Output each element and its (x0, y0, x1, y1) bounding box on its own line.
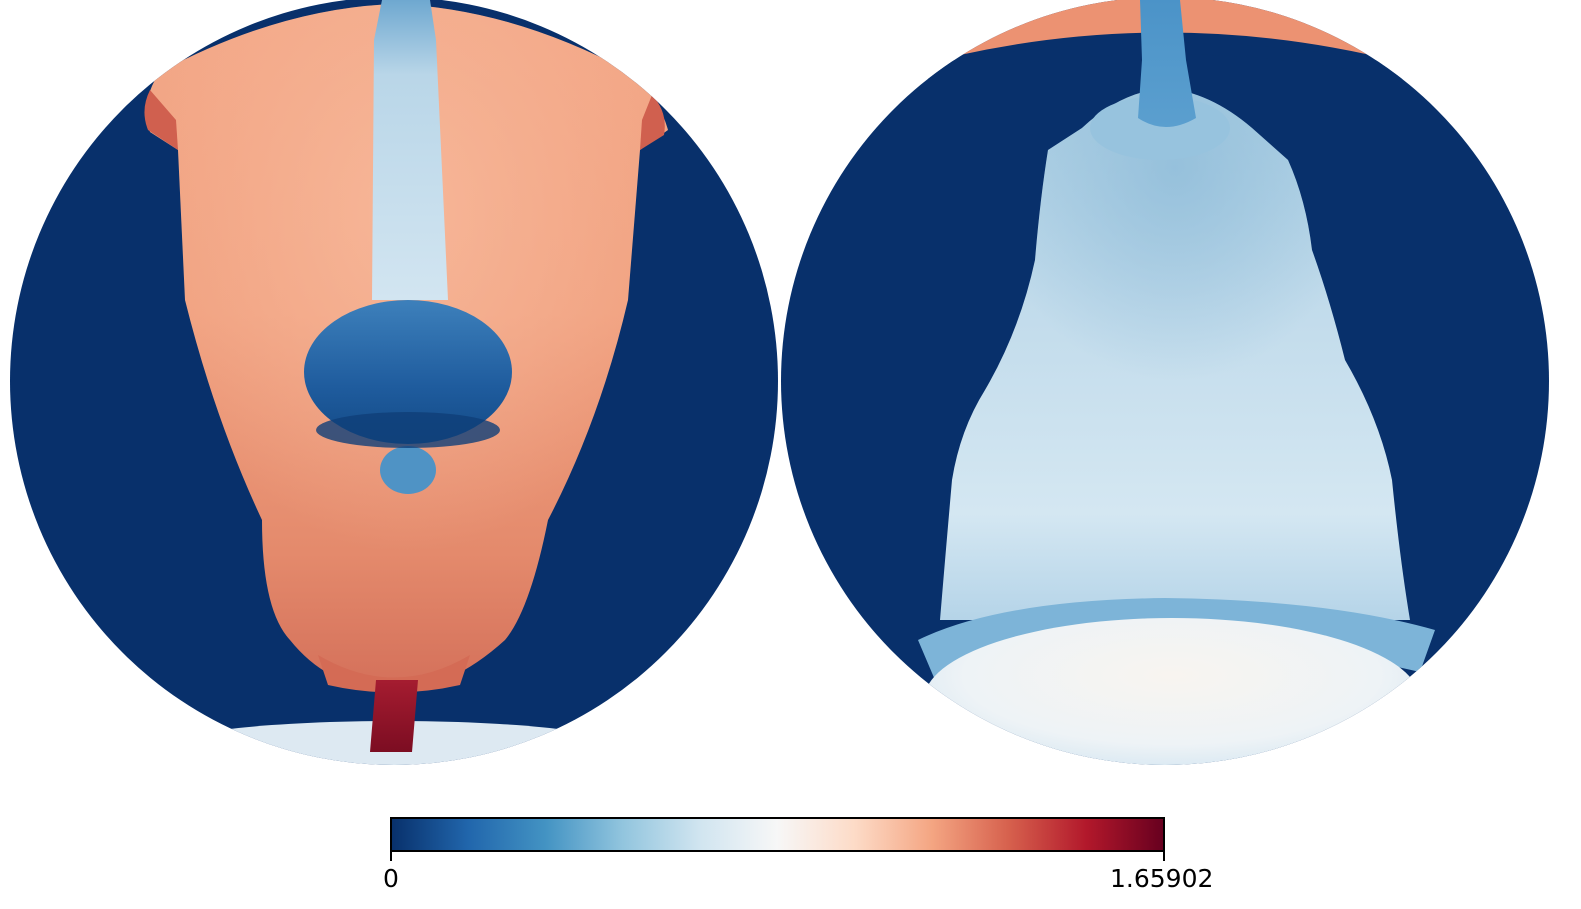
colorbar-gradient (390, 817, 1165, 852)
left-root (370, 680, 418, 752)
colorbar-max-label: 1.65902 (1110, 864, 1214, 893)
colorbar-min-label: 0 (383, 864, 399, 893)
left-body-base (318, 655, 470, 693)
left-hemisphere-view (10, 0, 778, 765)
right-body-shade (940, 88, 1410, 620)
left-bulb (380, 446, 436, 494)
right-hemisphere-view (781, 0, 1549, 765)
left-tip-right (640, 95, 665, 150)
left-tip-left (144, 90, 178, 150)
right-top-band-inner (880, 42, 1450, 90)
right-stem (1138, 0, 1196, 127)
left-stem (372, 0, 448, 300)
left-cap (304, 300, 512, 444)
right-neck-ring (1090, 96, 1230, 160)
right-bowl (924, 618, 1420, 765)
colorbar (390, 817, 1165, 861)
left-cap-shadow (316, 412, 500, 448)
